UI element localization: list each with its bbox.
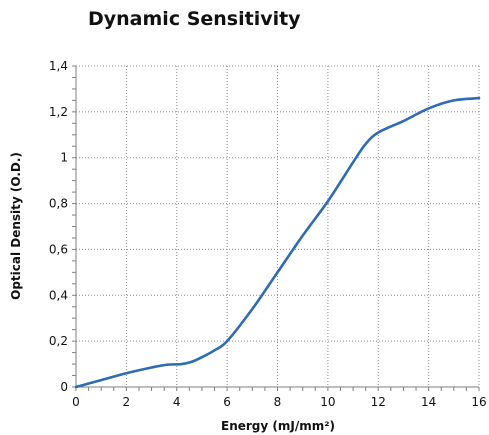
y-tick-label: 1,4 (49, 59, 68, 73)
x-tick-label: 8 (274, 395, 282, 409)
x-tick-label: 0 (72, 395, 80, 409)
x-tick-label: 6 (223, 395, 231, 409)
x-tick-label: 4 (173, 395, 181, 409)
x-axis-label: Energy (mJ/mm²) (221, 419, 335, 433)
x-tick-label: 14 (421, 395, 436, 409)
y-tick-label: 0,4 (49, 288, 68, 302)
y-axis-label: Optical Density (O.D.) (9, 152, 23, 300)
axes (72, 65, 480, 391)
x-tick-label: 12 (371, 395, 386, 409)
y-tick-label: 1,2 (49, 105, 68, 119)
series (74, 96, 481, 389)
y-tick-label: 1 (60, 151, 68, 165)
series-line (74, 96, 481, 389)
y-tick-label: 0,8 (49, 197, 68, 211)
y-tick-label: 0,2 (49, 334, 68, 348)
x-tick-label: 2 (123, 395, 131, 409)
x-tick-label: 16 (471, 395, 486, 409)
chart-title: Dynamic Sensitivity (88, 8, 301, 30)
y-tick-label: 0,6 (49, 242, 68, 256)
x-tick-label: 10 (320, 395, 335, 409)
y-tick-label: 0 (60, 380, 68, 394)
grid (76, 65, 480, 387)
tick-labels: 0 2 4 6 8 10 12 14 16 0 0,2 0,4 0,6 0,8 1 1,2 1,4 (49, 59, 487, 409)
